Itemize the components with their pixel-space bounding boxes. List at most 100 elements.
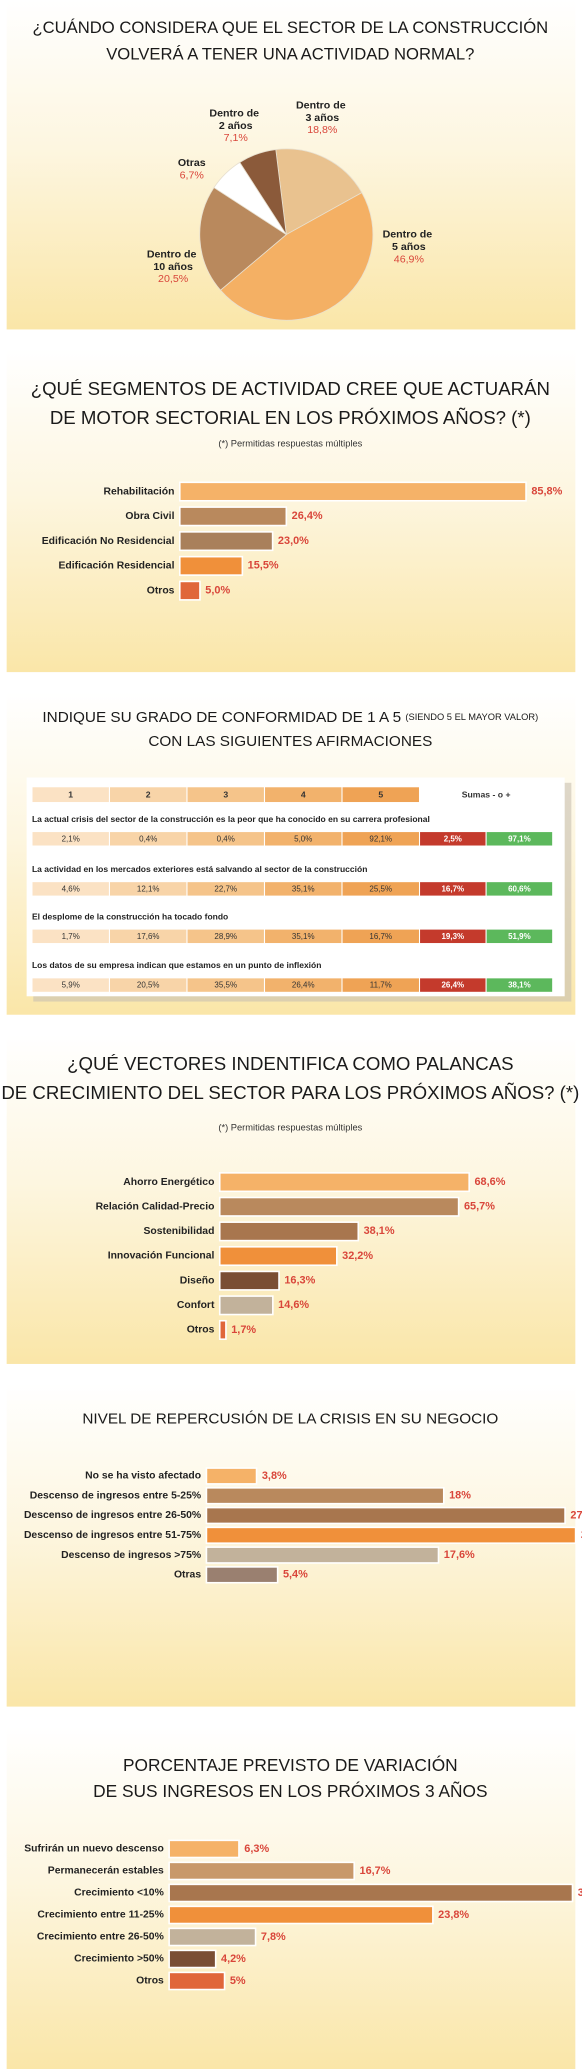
bar (218, 1270, 280, 1291)
bar (205, 1506, 566, 1525)
header-label: 1 (68, 789, 73, 799)
bar (178, 580, 201, 601)
title-line: PORCENTAJE PREVISTO DE VARIACIÓN (123, 1755, 458, 1775)
slice-label: Dentro de 2 años (209, 107, 262, 131)
cell-text: 2,1% (62, 834, 80, 843)
bar (218, 1172, 470, 1193)
cell-text: 20,5% (137, 981, 160, 990)
bar (218, 1196, 460, 1217)
header-label: 4 (301, 789, 306, 799)
category-label: Crecimiento entre 11-25% (37, 1910, 163, 1921)
category-label: Diseño (180, 1275, 215, 1286)
title-line: NIVEL DE REPERCUSIÓN DE LA CRISIS EN SU … (82, 1410, 498, 1427)
value-label: 65,7% (464, 1201, 495, 1213)
title: VOLVERÁ A TENER UNA ACTIVIDAD NORMAL? (106, 45, 474, 64)
category-label: Crecimiento <10% (74, 1888, 164, 1899)
slice-label: Dentro de 5 años (383, 228, 436, 252)
title-line: DE CRECIMIENTO DEL SECTOR PARA LOS PRÓXI… (1, 1082, 579, 1103)
value-label: 16,7% (360, 1865, 391, 1877)
cell-text: 26,4% (292, 981, 315, 990)
header-label: Sumas - o + (462, 789, 511, 799)
cell-text: 35,5% (214, 981, 237, 990)
category-label: Rehabilitación (104, 486, 175, 497)
category-label: Descenso de ingresos entre 5-25% (30, 1491, 201, 1502)
cell-text: 16,7% (369, 932, 392, 941)
value-label: 28% (581, 1529, 582, 1541)
bar (178, 506, 288, 527)
category-label: Edificación No Residencial (42, 536, 175, 547)
value-label: 23,8% (438, 1909, 469, 1921)
value-label: 17,6% (444, 1549, 475, 1561)
title-line: ¿QUÉ SEGMENTOS DE ACTIVIDAD CREE QUE ACT… (31, 378, 550, 399)
value-label: 6,3% (244, 1843, 269, 1855)
cell-text: 16,7% (441, 884, 464, 893)
bar (218, 1221, 360, 1242)
slice-label: Otras (178, 157, 206, 169)
slice-value: 46,9% (394, 253, 425, 265)
title-note: (SIENDO 5 EL MAYOR VALOR) (405, 713, 538, 723)
bar (205, 1487, 445, 1505)
value-label: 23,0% (278, 535, 309, 547)
cell-text: 11,7% (370, 981, 392, 990)
category-label: Confort (177, 1300, 215, 1311)
value-label: 1,7% (231, 1324, 256, 1336)
bar (168, 1861, 355, 1881)
title-line: ¿CUÁNDO CONSIDERA QUE EL SECTOR DE LA CO… (32, 18, 548, 37)
bar (168, 1839, 240, 1859)
category-label: Edificación Residencial (58, 561, 174, 572)
header-cell (418, 786, 554, 804)
category-label: Otros (187, 1325, 215, 1336)
category-label: Otras (174, 1570, 201, 1581)
category-label: Otros (147, 585, 175, 596)
cell-text: 5,9% (62, 981, 80, 990)
title: PORCENTAJE PREVISTO DE VARIACIÓN (123, 1755, 458, 1775)
pie-slice (219, 192, 374, 321)
header-label: 5 (378, 789, 383, 799)
cell-text: 17,6% (137, 932, 160, 941)
value-label: 38,1% (364, 1225, 395, 1237)
title: ¿QUÉ SEGMENTOS DE ACTIVIDAD CREE QUE ACT… (31, 378, 550, 399)
title: ¿CUÁNDO CONSIDERA QUE EL SECTOR DE LA CO… (32, 18, 548, 37)
value-label: 5,4% (283, 1569, 308, 1581)
category-label: Crecimiento entre 26-50% (37, 1932, 164, 1943)
statement: Los datos de su empresa indican que esta… (32, 960, 322, 970)
slice-value: 18,8% (307, 124, 338, 136)
title: CON LAS SIGUIENTES AFIRMACIONES (148, 733, 432, 750)
category-label: No se ha visto afectado (85, 1471, 201, 1482)
category-label: Obra Civil (125, 511, 174, 522)
title: INDIQUE SU GRADO DE CONFORMIDAD DE 1 A 5… (42, 709, 538, 726)
title: ¿QUÉ VECTORES INDENTIFICA COMO PALANCAS (67, 1053, 513, 1074)
value-label: 4,2% (221, 1953, 246, 1965)
value-label: 5% (230, 1975, 246, 1987)
cell-text: 97,1% (508, 834, 531, 843)
slice-value: 6,7% (180, 170, 205, 182)
cell-text: 25,5% (369, 884, 392, 893)
bar (168, 1927, 257, 1947)
category-label: Innovación Funcional (108, 1251, 215, 1262)
value-label: 27,2% (570, 1509, 582, 1521)
category-label: Otros (136, 1976, 164, 1987)
pie-slice (239, 149, 287, 235)
bar (168, 1883, 574, 1903)
pie-slice (275, 148, 363, 236)
value-label: 16,3% (284, 1275, 315, 1287)
note: (*) Permitidas respuestas múltiples (218, 1123, 362, 1133)
category-label: Descenso de ingresos >75% (61, 1550, 201, 1561)
cell-text: 38,1% (508, 981, 531, 990)
title: DE MOTOR SECTORIAL EN LOS PRÓXIMOS AÑOS?… (50, 407, 531, 428)
value-label: 15,5% (248, 560, 279, 572)
value-label: 18% (449, 1490, 471, 1502)
bar (218, 1295, 274, 1316)
cell-text: 35,1% (292, 884, 315, 893)
bar (168, 1905, 434, 1925)
title: NIVEL DE REPERCUSIÓN DE LA CRISIS EN SU … (82, 1410, 498, 1427)
category-label: Ahorro Energético (123, 1177, 214, 1188)
title-line: DE MOTOR SECTORIAL EN LOS PRÓXIMOS AÑOS?… (50, 407, 531, 428)
cell-text: 51,9% (508, 932, 531, 941)
statement: La actual crisis del sector de la constr… (32, 814, 430, 824)
title: DE SUS INGRESOS EN LOS PRÓXIMOS 3 AÑOS (93, 1781, 487, 1801)
bar (205, 1526, 577, 1544)
value-label: 7,8% (261, 1931, 286, 1943)
note: (*) Permitidas respuestas múltiples (218, 439, 362, 449)
